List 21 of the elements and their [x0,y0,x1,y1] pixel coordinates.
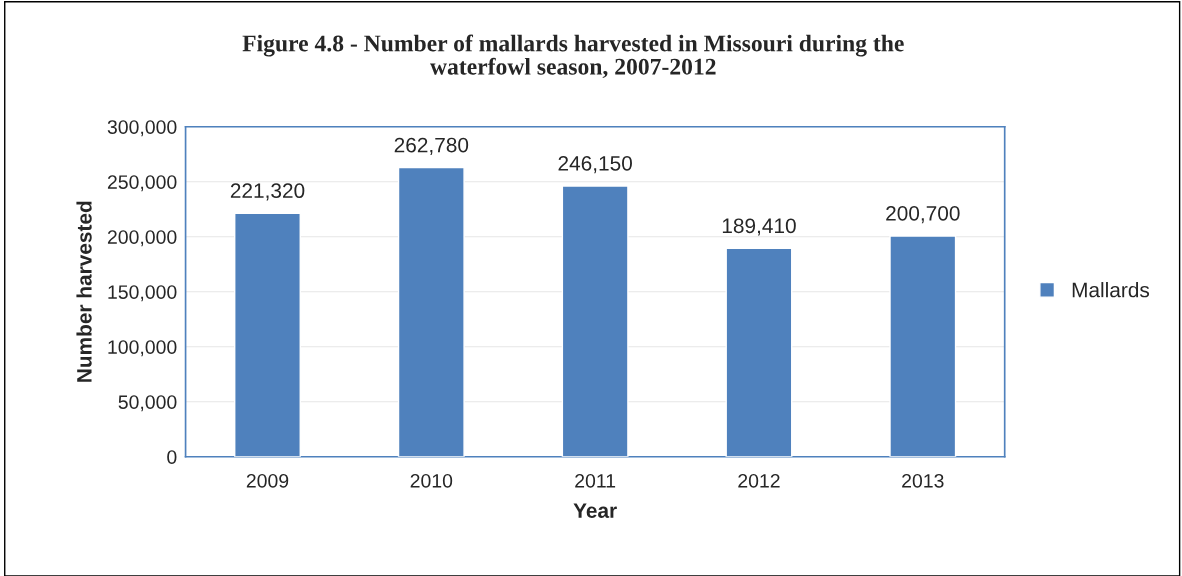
x-tick-label: 2013 [902,473,944,488]
data-label: 221,320 [230,183,305,201]
x-axis-title: Year [573,503,617,518]
data-label: 246,150 [558,155,632,174]
y-tick-label: 100,000 [108,340,177,357]
y-axis-title: Number harvested [76,201,92,382]
data-label: 262,780 [394,137,469,155]
y-tick-label: 0 [167,450,177,464]
data-label: 200,700 [886,205,960,224]
x-tick-label: 2012 [738,473,780,488]
y-tick-label: 300,000 [107,120,177,137]
y-tick-label: 150,000 [108,285,177,302]
x-tick-label: 2009 [246,473,289,488]
x-tick-label: 2011 [575,473,616,488]
x-tick-label: 2010 [410,473,453,488]
chart-title: Figure 4.8 - Number of mallards harvested in Missouri during the waterfowl season, 2007-2012 [242,34,904,79]
data-label: 189,410 [722,218,796,236]
legend-label: Mallards [1072,282,1150,298]
y-tick-label: 200,000 [107,230,177,247]
y-tick-label: 50,000 [118,395,177,412]
y-tick-label: 250,000 [107,175,177,192]
